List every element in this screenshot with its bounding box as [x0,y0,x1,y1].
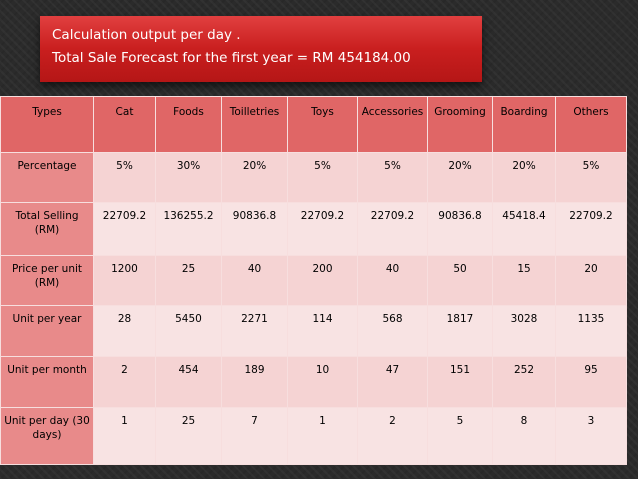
table-cell: 5% [287,152,358,203]
table-cell: 252 [492,356,556,408]
column-header: Others [555,96,627,153]
table-row: Unit per month 2 454 189 10 47 151 252 9… [0,356,627,408]
table-row: Unit per year 28 5450 2271 114 568 1817 … [0,305,627,357]
banner-line-2: Total Sale Forecast for the first year =… [52,50,411,66]
table-cell: 95 [555,356,627,408]
table-cell: 28 [93,305,156,357]
table-row: Percentage 5% 30% 20% 5% 5% 20% 20% 5% [0,152,627,203]
table-cell: 136255.2 [155,202,222,256]
row-header: Price per unit (RM) [0,255,94,306]
table-cell: 45418.4 [492,202,556,256]
table-cell: 200 [287,255,358,306]
table-row: Total Selling (RM) 22709.2 136255.2 9083… [0,202,627,256]
table-cell: 3028 [492,305,556,357]
table-header-row: Types Cat Foods Toilletries Toys Accesso… [0,96,627,153]
table-cell: 1817 [427,305,493,357]
title-banner: Calculation output per day . Total Sale … [40,16,482,82]
table-cell: 25 [155,255,222,306]
sales-forecast-table: Types Cat Foods Toilletries Toys Accesso… [0,96,627,465]
column-header: Accessories [357,96,428,153]
column-header: Toys [287,96,358,153]
table-cell: 2 [93,356,156,408]
table-cell: 3 [555,407,627,465]
banner-line-1: Calculation output per day . [52,27,241,43]
table-row: Price per unit (RM) 1200 25 40 200 40 50… [0,255,627,306]
row-header: Unit per year [0,305,94,357]
table-cell: 50 [427,255,493,306]
table-cell: 5% [555,152,627,203]
table-cell: 25 [155,407,222,465]
table-row: Unit per day (30 days) 1 25 7 1 2 5 8 3 [0,407,627,465]
table-cell: 1200 [93,255,156,306]
table-cell: 5% [93,152,156,203]
row-header: Unit per day (30 days) [0,407,94,465]
table-cell: 189 [221,356,288,408]
table-cell: 15 [492,255,556,306]
table-cell: 30% [155,152,222,203]
table-cell: 40 [221,255,288,306]
table-cell: 40 [357,255,428,306]
column-header: Foods [155,96,222,153]
table-cell: 1 [93,407,156,465]
column-header: Boarding [492,96,556,153]
table-cell: 151 [427,356,493,408]
table-cell: 1135 [555,305,627,357]
row-header: Total Selling (RM) [0,202,94,256]
column-header: Toilletries [221,96,288,153]
table-cell: 22709.2 [357,202,428,256]
table-cell: 454 [155,356,222,408]
table-cell: 20% [427,152,493,203]
table-cell: 90836.8 [427,202,493,256]
table-cell: 8 [492,407,556,465]
row-header: Unit per month [0,356,94,408]
table-cell: 5 [427,407,493,465]
table-cell: 90836.8 [221,202,288,256]
table-cell: 20% [492,152,556,203]
table-cell: 2 [357,407,428,465]
column-header: Cat [93,96,156,153]
column-header: Types [0,96,94,153]
table-cell: 2271 [221,305,288,357]
table-cell: 22709.2 [555,202,627,256]
table-cell: 568 [357,305,428,357]
table-cell: 20 [555,255,627,306]
table-cell: 22709.2 [93,202,156,256]
table-cell: 22709.2 [287,202,358,256]
table-cell: 5% [357,152,428,203]
table-cell: 20% [221,152,288,203]
table-cell: 5450 [155,305,222,357]
table-cell: 7 [221,407,288,465]
row-header: Percentage [0,152,94,203]
table-cell: 114 [287,305,358,357]
table-cell: 10 [287,356,358,408]
column-header: Grooming [427,96,493,153]
table-cell: 1 [287,407,358,465]
table-cell: 47 [357,356,428,408]
